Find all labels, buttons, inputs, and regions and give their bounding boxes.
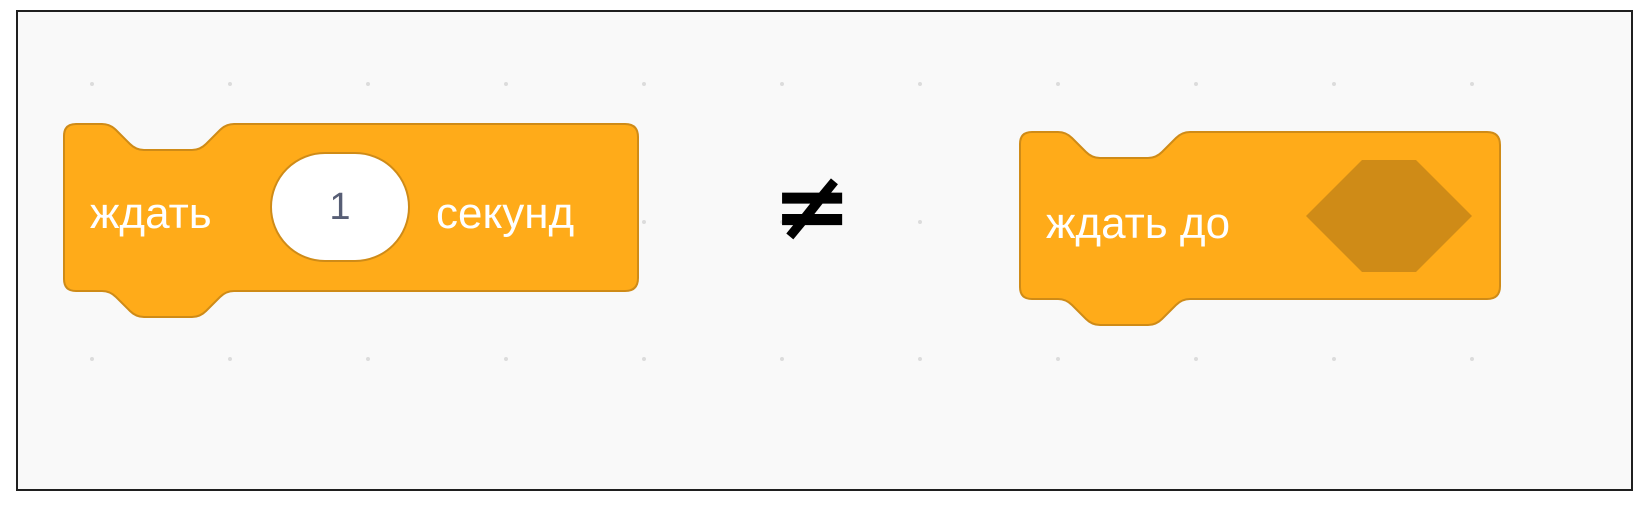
grid-dot (918, 357, 922, 361)
grid-dot (1056, 357, 1060, 361)
grid-dot (780, 220, 784, 224)
boolean-condition-slot[interactable] (1306, 160, 1472, 272)
seconds-input[interactable]: 1 (270, 152, 410, 262)
seconds-input-value: 1 (329, 185, 351, 228)
grid-dot (366, 82, 370, 86)
grid-dot (780, 82, 784, 86)
seconds-label: секунд (436, 189, 575, 238)
grid-dot (90, 82, 94, 86)
grid-dot (1194, 82, 1198, 86)
grid-dot (1056, 82, 1060, 86)
wait-seconds-block[interactable]: ждать 1 секунд (63, 123, 640, 320)
grid-dot (918, 82, 922, 86)
grid-dot (366, 357, 370, 361)
not-equal-sign: ≠ (772, 150, 853, 262)
grid-dot (642, 357, 646, 361)
grid-dot (1470, 357, 1474, 361)
grid-dot (504, 82, 508, 86)
grid-dot (780, 357, 784, 361)
grid-dot (918, 220, 922, 224)
grid-dot (1194, 357, 1198, 361)
grid-dot (642, 82, 646, 86)
wait-until-label: ждать до (1046, 199, 1231, 248)
grid-dot (1332, 82, 1336, 86)
grid-dot (228, 357, 232, 361)
grid-dot (228, 82, 232, 86)
wait-label: ждать (90, 189, 212, 238)
wait-until-block[interactable]: ждать до (1019, 131, 1502, 328)
grid-dot (504, 357, 508, 361)
grid-dot (90, 357, 94, 361)
grid-dot (1332, 357, 1336, 361)
grid-dot (1470, 82, 1474, 86)
grid-dot (642, 220, 646, 224)
